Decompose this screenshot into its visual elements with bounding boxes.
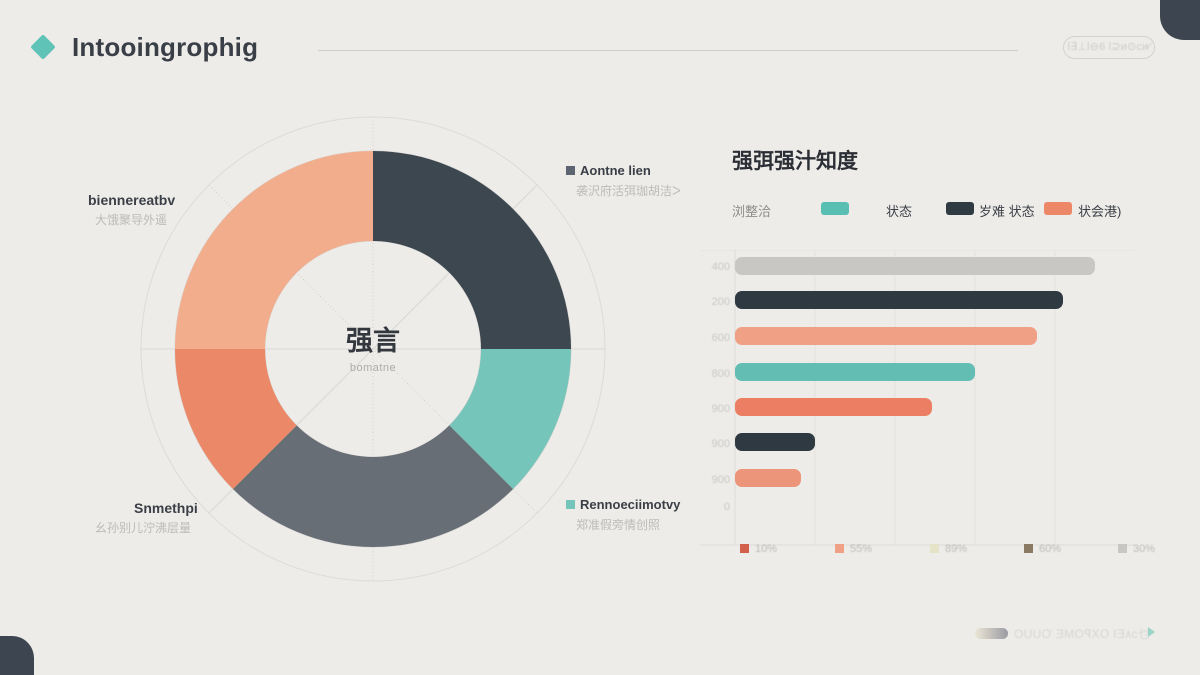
svg-text:800: 800	[712, 368, 730, 380]
svg-text:900: 900	[712, 403, 730, 415]
svg-text:0: 0	[724, 501, 730, 513]
svg-text:400: 400	[712, 261, 730, 273]
svg-text:200: 200	[712, 296, 730, 308]
svg-text:强言: 强言	[346, 326, 400, 356]
svg-text:bomatne: bomatne	[350, 362, 396, 374]
svg-text:900: 900	[712, 438, 730, 450]
svg-text:600: 600	[712, 332, 730, 344]
svg-text:900: 900	[712, 474, 730, 486]
